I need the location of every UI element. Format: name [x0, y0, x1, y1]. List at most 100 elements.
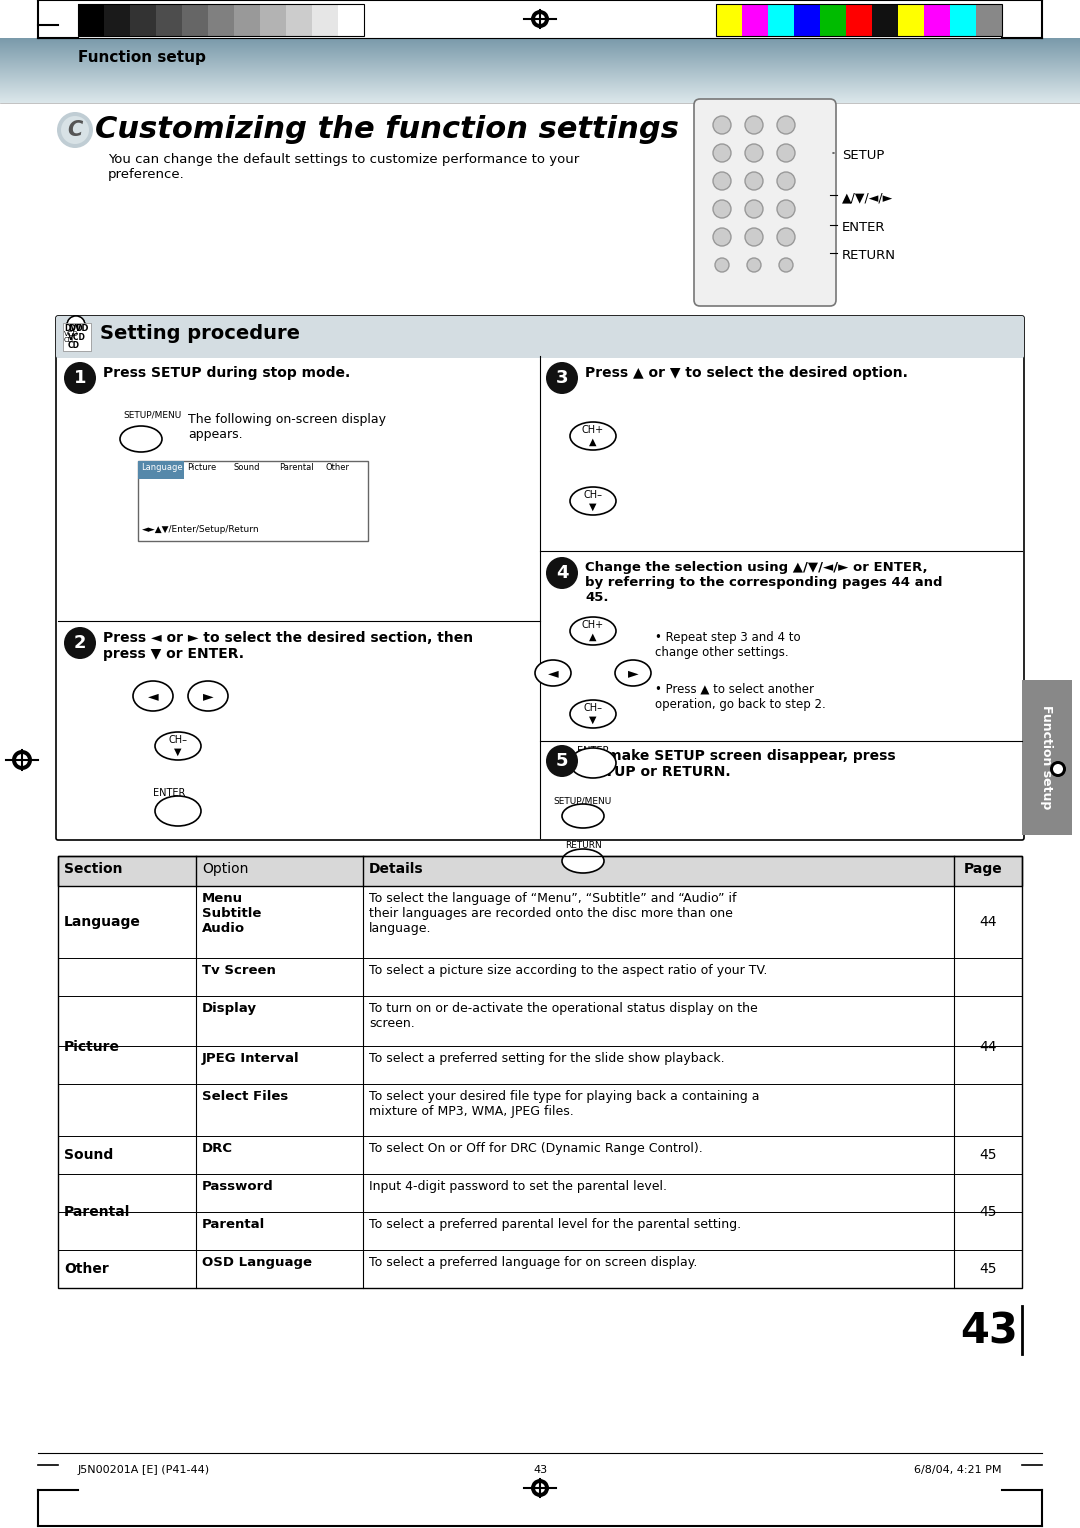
Text: 45: 45: [980, 1148, 997, 1161]
Text: ◄: ◄: [148, 689, 159, 703]
Text: OSD Language: OSD Language: [202, 1256, 312, 1268]
Text: VCD: VCD: [68, 333, 86, 342]
Text: Language: Language: [64, 915, 140, 929]
Ellipse shape: [188, 681, 228, 711]
Circle shape: [747, 258, 761, 272]
Ellipse shape: [562, 804, 604, 828]
Bar: [976, 5, 1002, 37]
Ellipse shape: [535, 660, 571, 686]
FancyBboxPatch shape: [56, 316, 1024, 840]
Text: 3: 3: [556, 368, 568, 387]
Text: Parental: Parental: [202, 1218, 266, 1232]
Ellipse shape: [133, 681, 173, 711]
Text: SETUP: SETUP: [842, 150, 885, 162]
Text: 45: 45: [980, 1262, 997, 1276]
FancyBboxPatch shape: [694, 99, 836, 306]
Text: Picture: Picture: [64, 1041, 120, 1054]
Text: To make SETUP screen disappear, press
SETUP or RETURN.: To make SETUP screen disappear, press SE…: [585, 749, 895, 779]
Text: 44: 44: [980, 915, 997, 929]
Text: To select a preferred setting for the slide show playback.: To select a preferred setting for the sl…: [369, 1051, 725, 1065]
Circle shape: [715, 258, 729, 272]
Ellipse shape: [120, 426, 162, 452]
Circle shape: [535, 1484, 545, 1493]
Bar: [60, 319, 1020, 356]
Circle shape: [531, 1479, 549, 1497]
Text: ENTER: ENTER: [577, 746, 609, 756]
Text: DVD: DVD: [64, 324, 83, 333]
Circle shape: [777, 116, 795, 134]
Bar: [156, 5, 183, 37]
Bar: [183, 5, 208, 37]
Text: • Press ▲ to select another
operation, go back to step 2.: • Press ▲ to select another operation, g…: [654, 683, 826, 711]
Bar: [716, 5, 742, 37]
Text: Section: Section: [64, 862, 122, 876]
Bar: [58, 856, 1022, 1288]
Ellipse shape: [570, 422, 616, 451]
Circle shape: [779, 258, 793, 272]
Text: Tv Screen: Tv Screen: [202, 964, 275, 976]
Ellipse shape: [156, 732, 201, 759]
Text: To select a preferred language for on screen display.: To select a preferred language for on sc…: [369, 1256, 698, 1268]
Circle shape: [745, 200, 762, 219]
Text: Setting procedure: Setting procedure: [100, 324, 300, 342]
Ellipse shape: [615, 660, 651, 686]
Text: • Repeat step 3 and 4 to
change other settings.: • Repeat step 3 and 4 to change other se…: [654, 631, 800, 659]
Text: CD: CD: [64, 338, 75, 342]
Text: Input 4-digit password to set the parental level.: Input 4-digit password to set the parent…: [369, 1180, 667, 1193]
Text: Customizing the function settings: Customizing the function settings: [95, 115, 679, 144]
Text: 44: 44: [980, 1041, 997, 1054]
Bar: [338, 5, 364, 37]
Bar: [138, 461, 368, 541]
Bar: [260, 5, 286, 37]
Text: Function setup: Function setup: [78, 50, 206, 66]
Text: Sound: Sound: [64, 1148, 113, 1161]
Text: JPEG Interval: JPEG Interval: [202, 1051, 299, 1065]
Bar: [716, 5, 1002, 37]
Circle shape: [535, 14, 545, 24]
Text: The following on-screen display
appears.: The following on-screen display appears.: [188, 413, 386, 442]
Text: Details: Details: [369, 862, 423, 876]
Circle shape: [713, 228, 731, 246]
Text: 43: 43: [532, 1465, 548, 1475]
Circle shape: [64, 362, 96, 394]
Ellipse shape: [156, 796, 201, 827]
Bar: [138, 461, 184, 478]
Text: Other: Other: [325, 463, 349, 472]
Circle shape: [777, 173, 795, 189]
Text: ►: ►: [203, 689, 214, 703]
Circle shape: [745, 173, 762, 189]
Text: Press ◄ or ► to select the desired section, then
press ▼ or ENTER.: Press ◄ or ► to select the desired secti…: [103, 631, 473, 662]
Text: CD: CD: [68, 341, 80, 350]
Bar: [286, 5, 312, 37]
Circle shape: [1053, 764, 1063, 775]
Circle shape: [745, 144, 762, 162]
Circle shape: [12, 750, 32, 770]
FancyBboxPatch shape: [56, 316, 1024, 358]
Text: 6/8/04, 4:21 PM: 6/8/04, 4:21 PM: [915, 1465, 1002, 1475]
Text: 45: 45: [980, 1206, 997, 1219]
Text: Press SETUP during stop mode.: Press SETUP during stop mode.: [103, 367, 350, 380]
Circle shape: [713, 200, 731, 219]
Text: Select Files: Select Files: [202, 1089, 288, 1103]
Circle shape: [713, 116, 731, 134]
Bar: [742, 5, 768, 37]
Text: CH–
▼: CH– ▼: [583, 703, 603, 724]
Text: Picture: Picture: [187, 463, 216, 472]
Text: 5: 5: [556, 752, 568, 770]
Text: To select a preferred parental level for the parental setting.: To select a preferred parental level for…: [369, 1218, 741, 1232]
Bar: [78, 5, 364, 37]
Text: ◄►▲▼/Enter/Setup/Return: ◄►▲▼/Enter/Setup/Return: [141, 526, 259, 533]
Text: Menu
Subtitle
Audio: Menu Subtitle Audio: [202, 892, 261, 935]
Circle shape: [777, 228, 795, 246]
Text: C: C: [67, 121, 83, 141]
Bar: [208, 5, 234, 37]
Text: ◄: ◄: [548, 666, 558, 680]
Text: To select a picture size according to the aspect ratio of your TV.: To select a picture size according to th…: [369, 964, 768, 976]
Text: To select On or Off for DRC (Dynamic Range Control).: To select On or Off for DRC (Dynamic Ran…: [369, 1141, 703, 1155]
Ellipse shape: [570, 700, 616, 727]
Bar: [1022, 680, 1072, 834]
Circle shape: [67, 316, 85, 335]
Text: Sound: Sound: [233, 463, 259, 472]
Bar: [820, 5, 846, 37]
Text: ▲/▼/◄/►: ▲/▼/◄/►: [842, 191, 893, 205]
